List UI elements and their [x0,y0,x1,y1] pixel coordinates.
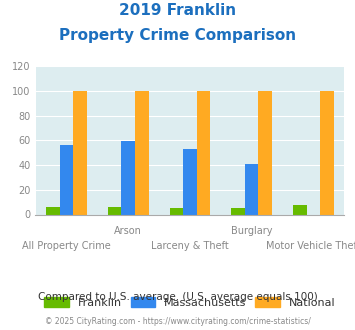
Text: Compared to U.S. average. (U.S. average equals 100): Compared to U.S. average. (U.S. average … [38,292,317,302]
Text: 2019 Franklin: 2019 Franklin [119,3,236,18]
Bar [73,91,87,214]
Text: All Property Crime: All Property Crime [22,241,111,251]
Bar [121,142,135,214]
Bar [245,164,258,214]
Text: © 2025 CityRating.com - https://www.cityrating.com/crime-statistics/: © 2025 CityRating.com - https://www.city… [45,317,310,326]
Bar [183,149,197,214]
Bar [170,208,183,214]
Bar [108,207,121,215]
Bar [46,207,60,215]
Bar [258,91,272,214]
Bar [293,205,307,214]
Bar [60,145,73,214]
Text: Property Crime Comparison: Property Crime Comparison [59,28,296,43]
Text: Larceny & Theft: Larceny & Theft [151,241,229,251]
Bar [135,91,148,214]
Text: Motor Vehicle Theft: Motor Vehicle Theft [266,241,355,251]
Bar [197,91,210,214]
Text: Burglary: Burglary [231,226,272,236]
Text: Arson: Arson [114,226,142,236]
Legend: Franklin, Massachusetts, National: Franklin, Massachusetts, National [44,297,335,308]
Bar [231,208,245,214]
Bar [320,91,334,214]
